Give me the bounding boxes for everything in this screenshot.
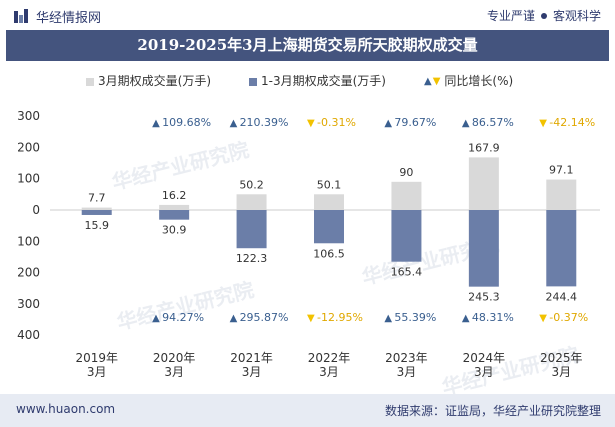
data-label-monthly: 16.2 bbox=[162, 189, 187, 202]
growth-up-icon: ▲ bbox=[384, 118, 392, 129]
legend-label-cumulative: 1-3月期权成交量(万手) bbox=[261, 74, 386, 88]
bar-monthly bbox=[468, 157, 499, 210]
x-tick-label: 3月 bbox=[551, 365, 571, 379]
growth-down-icon: ▼ bbox=[539, 313, 547, 324]
growth-label-monthly: 86.57% bbox=[472, 116, 514, 129]
legend-item-growth: ▲▼ 同比增长(%) bbox=[424, 72, 513, 89]
data-label-monthly: 50.1 bbox=[317, 178, 342, 191]
x-tick-label: 2021年 bbox=[230, 351, 273, 365]
y-tick-label: 100 bbox=[17, 234, 40, 248]
legend-triangle-up-icon: ▲ bbox=[424, 76, 432, 87]
growth-up-icon: ▲ bbox=[462, 313, 470, 324]
growth-down-icon: ▼ bbox=[307, 118, 315, 129]
growth-label-monthly: 109.68% bbox=[162, 116, 211, 129]
legend-label-growth: 同比增长(%) bbox=[444, 74, 514, 88]
data-label-cumulative: 106.5 bbox=[313, 247, 345, 260]
x-tick-label: 2019年 bbox=[75, 351, 118, 365]
x-tick-label: 3月 bbox=[474, 365, 494, 379]
growth-label-cumulative: 94.27% bbox=[162, 311, 204, 324]
bar-monthly bbox=[159, 204, 190, 210]
legend-item-monthly: 3月期权成交量(万手) bbox=[86, 72, 211, 89]
bar-cumulative bbox=[81, 210, 112, 215]
growth-label-monthly: 79.67% bbox=[394, 116, 436, 129]
x-tick-label: 3月 bbox=[397, 365, 417, 379]
data-label-cumulative: 30.9 bbox=[162, 224, 187, 237]
chart-plot: 30020010001002003004007.715.92019年3月16.2… bbox=[17, 109, 600, 379]
bar-monthly bbox=[546, 179, 577, 210]
bar-chart-logo-icon bbox=[14, 9, 28, 23]
chart-title: 2019-2025年3月上海期货交易所天胶期权成交量 bbox=[137, 36, 478, 54]
growth-up-icon: ▲ bbox=[230, 118, 238, 129]
x-tick-label: 2025年 bbox=[540, 351, 583, 365]
growth-label-monthly: -0.31% bbox=[317, 116, 356, 129]
y-tick-label: 400 bbox=[17, 328, 40, 342]
data-label-monthly: 90 bbox=[399, 166, 413, 179]
bar-cumulative bbox=[546, 210, 577, 287]
bar-cumulative bbox=[468, 210, 499, 287]
legend-swatch-cumulative bbox=[249, 77, 257, 86]
growth-label-monthly: 210.39% bbox=[240, 116, 289, 129]
data-label-cumulative: 122.3 bbox=[236, 252, 268, 265]
title-bar: 2019-2025年3月上海期货交易所天胶期权成交量 bbox=[6, 30, 609, 61]
x-tick-label: 3月 bbox=[319, 365, 339, 379]
growth-label-cumulative: 55.39% bbox=[394, 311, 436, 324]
footer-source: 数据来源：证监局，华经产业研究院整理 bbox=[384, 404, 601, 418]
y-tick-label: 200 bbox=[17, 140, 40, 154]
growth-label-cumulative: -12.95% bbox=[317, 311, 363, 324]
growth-up-icon: ▲ bbox=[462, 118, 470, 129]
legend-swatch-monthly bbox=[86, 77, 94, 86]
y-tick-label: 0 bbox=[32, 203, 40, 217]
footer-website: www.huaon.com bbox=[16, 402, 116, 416]
growth-up-icon: ▲ bbox=[384, 313, 392, 324]
growth-label-monthly: -42.14% bbox=[549, 116, 595, 129]
bar-monthly bbox=[236, 194, 267, 210]
legend-triangle-down-icon: ▼ bbox=[432, 76, 441, 87]
bar-cumulative bbox=[159, 210, 190, 220]
growth-down-icon: ▼ bbox=[307, 313, 315, 324]
x-tick-label: 2022年 bbox=[308, 351, 351, 365]
growth-down-icon: ▼ bbox=[539, 118, 547, 129]
bar-cumulative bbox=[236, 210, 267, 249]
x-tick-label: 2023年 bbox=[385, 351, 428, 365]
tagline-right: 客观科学 bbox=[552, 9, 601, 23]
tagline-dot-icon bbox=[540, 13, 547, 19]
data-label-monthly: 50.2 bbox=[239, 178, 264, 191]
growth-label-cumulative: -0.37% bbox=[549, 311, 588, 324]
legend: 3月期权成交量(万手) 1-3月期权成交量(万手) ▲▼ 同比增长(%) bbox=[0, 70, 615, 90]
x-tick-label: 3月 bbox=[164, 365, 184, 379]
growth-label-cumulative: 48.31% bbox=[472, 311, 514, 324]
data-label-monthly: 7.7 bbox=[88, 192, 106, 205]
x-tick-label: 2020年 bbox=[153, 351, 196, 365]
growth-up-icon: ▲ bbox=[152, 313, 160, 324]
growth-up-icon: ▲ bbox=[230, 313, 238, 324]
footer: www.huaon.com 数据来源：证监局，华经产业研究院整理 bbox=[0, 394, 615, 427]
brand-name: 华经情报网 bbox=[36, 11, 102, 26]
x-tick-label: 3月 bbox=[242, 365, 262, 379]
bar-monthly bbox=[314, 194, 344, 210]
x-tick-label: 2024年 bbox=[463, 351, 506, 365]
data-label-cumulative: 15.9 bbox=[84, 219, 109, 232]
growth-up-icon: ▲ bbox=[152, 118, 160, 129]
legend-label-monthly: 3月期权成交量(万手) bbox=[98, 74, 211, 88]
tagline: 专业严谨 客观科学 bbox=[487, 7, 601, 24]
bar-cumulative bbox=[314, 210, 344, 244]
tagline-left: 专业严谨 bbox=[486, 9, 535, 23]
legend-item-cumulative: 1-3月期权成交量(万手) bbox=[249, 72, 386, 89]
data-label-cumulative: 244.4 bbox=[546, 290, 578, 303]
data-label-cumulative: 165.4 bbox=[391, 266, 423, 279]
y-tick-label: 200 bbox=[17, 266, 40, 280]
top-bar: 华经情报网 专业严谨 客观科学 bbox=[0, 0, 615, 30]
data-label-monthly: 167.9 bbox=[468, 141, 500, 154]
y-tick-label: 100 bbox=[17, 172, 40, 186]
data-label-monthly: 97.1 bbox=[549, 164, 574, 177]
growth-label-cumulative: 295.87% bbox=[240, 311, 289, 324]
y-tick-label: 300 bbox=[17, 109, 40, 123]
bar-monthly bbox=[391, 181, 422, 210]
bar-cumulative bbox=[391, 210, 422, 262]
data-label-cumulative: 245.3 bbox=[468, 291, 500, 304]
x-tick-label: 3月 bbox=[87, 365, 107, 379]
y-tick-label: 300 bbox=[17, 297, 40, 311]
bar-monthly bbox=[81, 207, 112, 210]
